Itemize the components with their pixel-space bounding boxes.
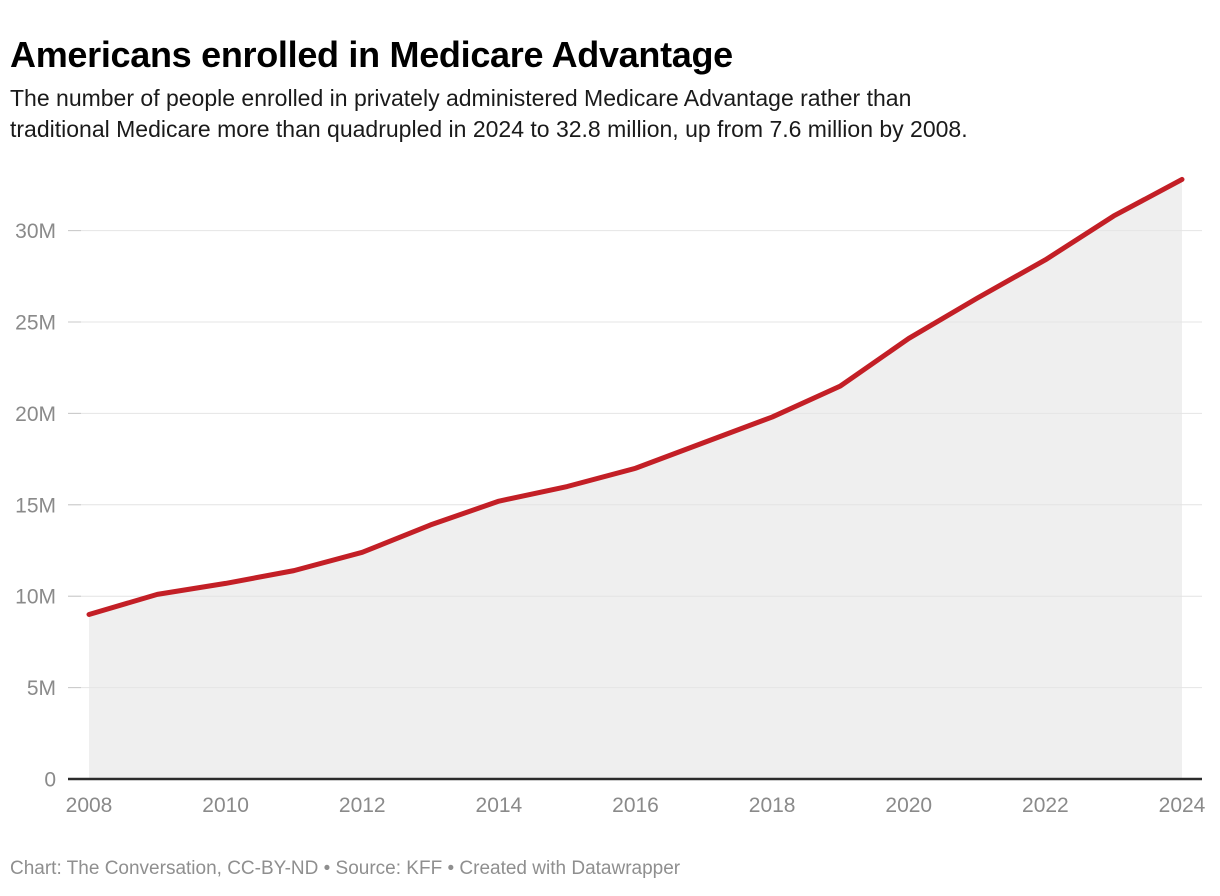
x-tick-label: 2022 [1022, 794, 1069, 817]
x-tick-label: 2024 [1159, 794, 1206, 817]
y-tick-label: 30M [15, 220, 56, 243]
trend-line [86, 176, 1185, 617]
y-tick-label: 5M [27, 677, 56, 700]
y-tick-label: 15M [15, 494, 56, 517]
enrollment-trend-chart: 0 5M 10M 15M 20M 25M 30M 2008 2010 2012 2014 2016 20… [15, 176, 1206, 817]
chart-subtitle: The number of people enrolled in private… [10, 83, 968, 145]
x-tick-label: 2016 [612, 794, 659, 817]
x-tick-label: 2018 [749, 794, 796, 817]
area-fill [89, 179, 1182, 779]
x-tick-label: 2010 [202, 794, 249, 817]
y-tick-label: 25M [15, 312, 56, 335]
y-tick-label: 20M [15, 403, 56, 426]
y-tick-label: 10M [15, 586, 56, 609]
chart-subtitle-line-1: The number of people enrolled in private… [10, 85, 912, 111]
x-tick-label: 2014 [476, 794, 523, 817]
x-tick-label: 2012 [339, 794, 386, 817]
y-tick-label: 0 [44, 769, 56, 792]
line-chart-area: 0 5M 10M 15M 20M 25M 30M 2008 2010 2012 2014 2016 20… [0, 160, 1220, 860]
chart-attribution: Chart: The Conversation, CC-BY-ND • Sour… [10, 858, 681, 879]
x-tick-label: 2008 [66, 794, 113, 817]
chart-title: Americans enrolled in Medicare Advantage [10, 34, 733, 76]
x-tick-label: 2020 [885, 794, 932, 817]
chart-subtitle-line-2: traditional Medicare more than quadruple… [10, 116, 968, 142]
